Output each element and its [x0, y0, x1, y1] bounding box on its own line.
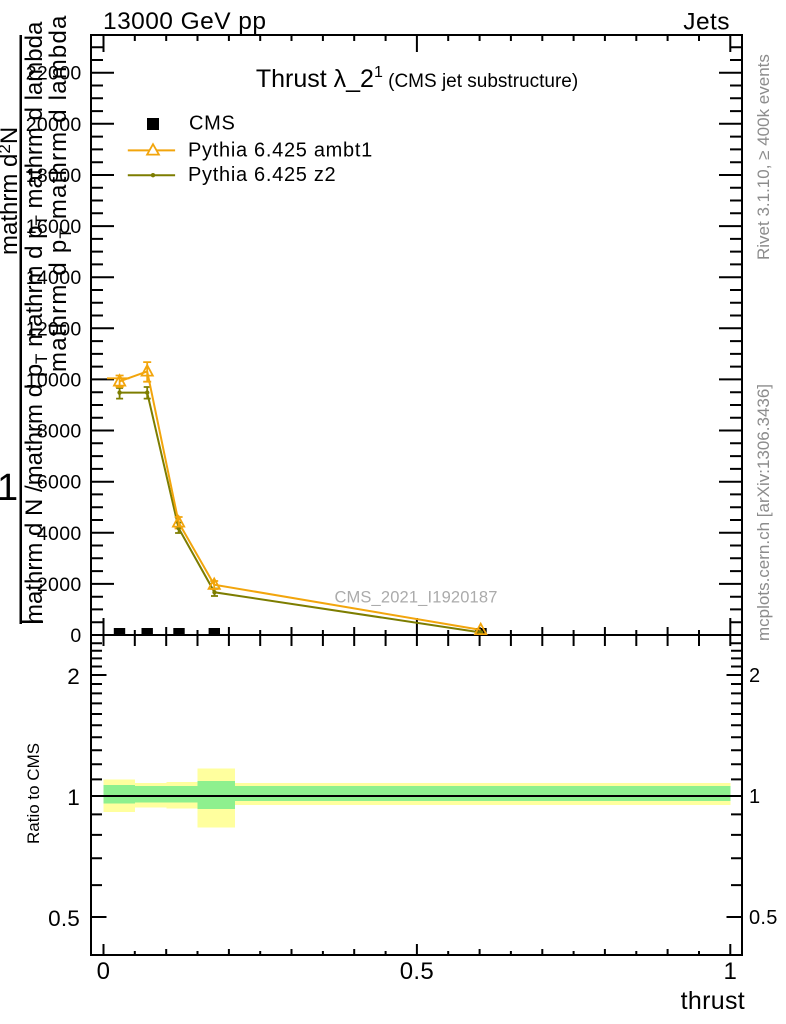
svg-text:1: 1 [723, 958, 737, 985]
svg-text:16000: 16000 [26, 216, 82, 238]
svg-text:CMS_2021_I1920187: CMS_2021_I1920187 [334, 589, 497, 607]
svg-text:mcplots.cern.ch [arXiv:1306.34: mcplots.cern.ch [arXiv:1306.3436] [754, 384, 773, 641]
svg-text:14000: 14000 [26, 267, 82, 289]
svg-text:mathrm d2N: mathrm d2N [0, 127, 23, 255]
svg-text:mathrm d pT mathrm d lambda: mathrm d pT mathrm d lambda [45, 14, 75, 372]
svg-text:13000 GeV pp: 13000 GeV pp [103, 8, 266, 35]
svg-text:0: 0 [97, 958, 111, 985]
svg-text:2: 2 [67, 664, 80, 689]
svg-text:6000: 6000 [37, 472, 82, 494]
svg-text:2: 2 [749, 665, 760, 687]
svg-text:10000: 10000 [26, 369, 82, 391]
svg-text:Pythia 6.425 z2: Pythia 6.425 z2 [188, 164, 336, 186]
svg-text:Pythia 6.425 ambt1: Pythia 6.425 ambt1 [188, 139, 373, 161]
svg-text:12000: 12000 [26, 318, 82, 340]
svg-text:20000: 20000 [26, 114, 82, 136]
svg-text:Jets: Jets [683, 9, 730, 36]
svg-text:2000: 2000 [37, 574, 82, 596]
svg-text:thrust: thrust [681, 987, 745, 1015]
svg-text:CMS: CMS [189, 113, 236, 135]
svg-text:18000: 18000 [26, 165, 82, 187]
svg-text:1: 1 [749, 786, 760, 808]
svg-text:1: 1 [67, 785, 80, 810]
svg-text:0: 0 [70, 625, 81, 647]
svg-text:1: 1 [0, 467, 18, 509]
svg-text:4000: 4000 [37, 523, 82, 545]
svg-text:8000: 8000 [37, 421, 82, 443]
svg-text:0.5: 0.5 [400, 958, 434, 985]
svg-text:Ratio to CMS: Ratio to CMS [24, 743, 43, 844]
svg-text:0.5: 0.5 [48, 906, 80, 931]
svg-text:0.5: 0.5 [749, 907, 778, 929]
svg-text:mathrm d N /mathrm d pT mathrm: mathrm d N /mathrm d pT mathrm d pT math… [21, 21, 51, 624]
svg-text:Rivet 3.1.10, ≥ 400k events: Rivet 3.1.10, ≥ 400k events [754, 54, 773, 260]
svg-text:22000: 22000 [26, 63, 82, 85]
